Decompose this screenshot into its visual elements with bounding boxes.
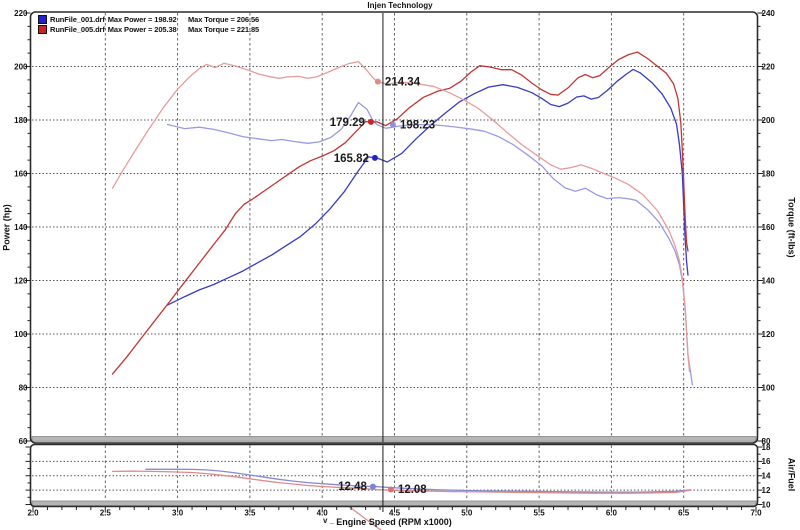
- run5-max-torque-label: Max Torque = 221.85: [188, 24, 260, 34]
- power-tick-label: 80: [19, 383, 28, 392]
- curve-runfile-005-torque: [111, 60, 691, 373]
- x-tick-label: 6.0: [606, 509, 618, 518]
- afr-tick-label: 12: [762, 486, 771, 495]
- run1-max-power-label: Max Power = 198.92: [107, 15, 177, 25]
- torque-tick-label: 200: [762, 116, 776, 125]
- x-tick-label: 4.5: [389, 509, 401, 518]
- torque-tick-label: 120: [762, 330, 776, 339]
- torque-tick-label: 80: [762, 437, 771, 446]
- cursor-readout-dot: [371, 154, 378, 161]
- torque-tick-label: 240: [762, 9, 776, 18]
- x-tick-label: 5.0: [461, 509, 473, 518]
- torque-tick-label: 100: [762, 383, 776, 392]
- power-tick-label: 160: [14, 169, 28, 178]
- curve-runfile-001-power: [166, 68, 689, 306]
- legend-row-run5: RunFile_005.drf Max Power = 205.38 Max To…: [38, 24, 260, 35]
- x-tick-label: 7.0: [750, 509, 762, 518]
- run5-file-label: RunFile_005.drf: [50, 24, 105, 34]
- chart-title: Injen Technology: [367, 1, 433, 10]
- cursor-readout-value: 214.34: [385, 77, 421, 89]
- x-tick-label: 2.0: [27, 509, 39, 518]
- cursor-readout-dot: [389, 121, 396, 128]
- x-tick-label: 2.5: [100, 509, 112, 518]
- power-tick-label: 60: [19, 437, 28, 446]
- torque-tick-label: 180: [762, 169, 776, 178]
- afr-tick-label: 16: [762, 457, 771, 466]
- afr-axis-bar: [31, 500, 757, 506]
- curve-runfile-005-air-fuel: [111, 470, 692, 494]
- run5-max-power-label: Max Power = 205.38: [107, 24, 177, 34]
- cursor-readout-value: 198.23: [400, 120, 435, 132]
- x-axis-title: Engine Speed (RPM x1000): [336, 517, 452, 527]
- power-axis-title: Power (hp): [1, 204, 12, 251]
- main-axis-bar: [31, 436, 757, 442]
- cursor-axis-marker: v _: [323, 516, 335, 525]
- cursor-readout-dot: [387, 486, 394, 493]
- run1-max-torque-label: Max Torque = 206.56: [188, 15, 260, 25]
- run1-color-swatch: [38, 15, 47, 25]
- afr-axis-title: Air/Fuel: [786, 457, 797, 492]
- x-tick-label: 5.5: [534, 509, 546, 518]
- afr-tick-label: 18: [762, 443, 771, 452]
- x-tick-label: 6.5: [678, 509, 690, 518]
- power-tick-label: 140: [14, 223, 28, 232]
- curve-runfile-001-air-fuel: [145, 468, 692, 493]
- power-tick-label: 180: [14, 116, 28, 125]
- cursor-readout-value: 179.29: [330, 117, 365, 129]
- cursor-readout-dot: [374, 78, 381, 85]
- cursor-readout-value: 12.48: [338, 481, 367, 493]
- legend-row-run1: RunFile_001.drf Max Power = 198.92 Max To…: [38, 15, 259, 25]
- curve-runfile-001-torque: [166, 101, 694, 386]
- offscale-red-trace: [346, 504, 382, 530]
- torque-tick-label: 160: [762, 223, 776, 232]
- torque-tick-label: 220: [762, 62, 776, 71]
- power-tick-label: 220: [14, 9, 28, 18]
- curve-runfile-005-power: [111, 51, 689, 375]
- power-tick-label: 200: [14, 62, 28, 71]
- legend: RunFile_001.drf Max Power = 198.92 Max To…: [38, 15, 259, 34]
- power-tick-label: 120: [14, 276, 28, 285]
- torque-axis-title: Torque (ft-lbs): [786, 197, 797, 258]
- x-tick-label: 4.0: [317, 509, 329, 518]
- afr-tick-label: 14: [762, 472, 771, 481]
- x-tick-label: 3.0: [172, 509, 184, 518]
- cursor-readout-dot: [367, 118, 374, 125]
- cursor-readout-value: 12.08: [398, 484, 427, 496]
- cursor-readout-dot: [369, 483, 376, 490]
- torque-tick-label: 140: [762, 276, 776, 285]
- afr-tick-label: 10: [762, 500, 771, 509]
- run1-file-label: RunFile_001.drf: [50, 15, 105, 25]
- x-tick-label: 3.5: [244, 509, 256, 518]
- cursor-readout-value: 165.82: [334, 153, 369, 165]
- power-tick-label: 100: [14, 330, 28, 339]
- run5-color-swatch: [38, 24, 47, 34]
